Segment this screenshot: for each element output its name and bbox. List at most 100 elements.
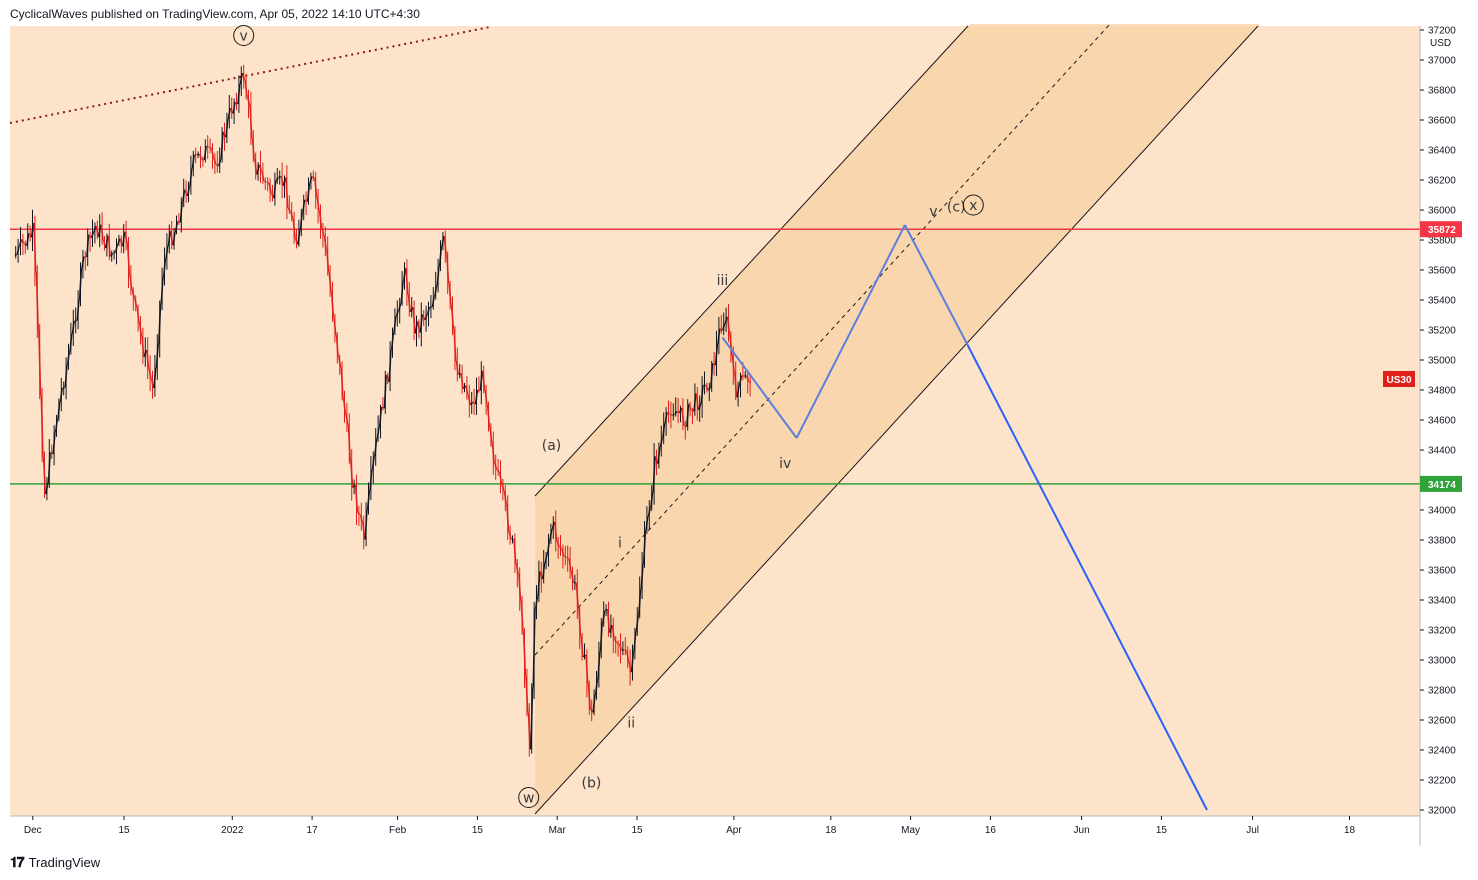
candle-body [518, 574, 522, 601]
candle-body [559, 546, 562, 550]
candle-body [342, 398, 347, 415]
candle-body [270, 192, 275, 199]
candle-body [686, 403, 690, 427]
y-tick-label: 37200 [1428, 26, 1456, 37]
candle-body [352, 484, 356, 489]
candle-body [722, 323, 726, 331]
candle-body [172, 231, 176, 246]
candle-body [198, 153, 203, 160]
candle-body [450, 305, 455, 330]
candle-body [592, 694, 596, 713]
symbol-badge-label: US30 [1386, 375, 1411, 386]
x-tick-label: 15 [472, 825, 484, 836]
price-channel[interactable] [534, 23, 1260, 815]
x-tick-label: 17 [307, 825, 319, 836]
channel-upper-line[interactable] [534, 25, 969, 497]
candle-body [736, 385, 740, 398]
candle-body [707, 387, 711, 391]
y-tick-label: 34400 [1428, 446, 1456, 457]
candle-body [626, 650, 630, 663]
y-tick-label: 32800 [1428, 686, 1456, 697]
projection-path[interactable] [721, 224, 1208, 811]
publisher-header: CyclicalWaves published on TradingView.c… [10, 7, 420, 21]
wave-label: v [929, 204, 937, 220]
x-tick-label: 15 [631, 825, 643, 836]
candle-body [35, 272, 39, 330]
channel-lower-line[interactable] [534, 25, 1259, 815]
channel-median-line[interactable] [534, 23, 1111, 656]
candle-body [239, 72, 243, 85]
candle-body [100, 224, 104, 241]
wave-label: (a) [542, 438, 562, 454]
candle-body [381, 406, 385, 409]
candle-body [496, 469, 500, 473]
projection-segment[interactable] [721, 336, 798, 439]
candle-body [117, 238, 121, 245]
x-tick-label: 15 [1156, 825, 1168, 836]
x-tick-label: Jul [1246, 825, 1259, 836]
resistance-price-badge [1420, 221, 1462, 238]
candle-body [57, 401, 61, 419]
candle-body [64, 364, 68, 388]
candle-body [134, 297, 138, 308]
candle-body [304, 199, 308, 203]
candle-body [203, 145, 207, 161]
candle-body [676, 410, 680, 414]
candle-body [446, 254, 450, 284]
candle-body [748, 381, 752, 384]
candle-body [503, 490, 507, 505]
candle-body [357, 512, 361, 515]
candle-body [23, 243, 27, 247]
candle-body [388, 349, 392, 382]
candle-body [256, 164, 260, 175]
candle-body [508, 531, 512, 540]
candle-body [393, 316, 397, 333]
candle-body [489, 426, 493, 444]
candle-body [287, 207, 291, 212]
y-tick-label: 35000 [1428, 356, 1456, 367]
candle-body [42, 457, 47, 495]
x-tick-label: Apr [726, 825, 742, 836]
projection-segment[interactable] [966, 344, 1208, 811]
candle-body [719, 328, 723, 332]
candle-body [662, 423, 666, 439]
projection-segment[interactable] [904, 224, 969, 346]
candle-body [729, 334, 733, 356]
candle-body [441, 235, 445, 247]
candle-body [614, 639, 618, 644]
candle-body [345, 414, 349, 425]
wave-label: (c) [947, 200, 966, 216]
wave-label: iii [717, 273, 729, 289]
candle-body [33, 222, 37, 273]
y-tick-label: 35800 [1428, 236, 1456, 247]
candle-body [726, 316, 731, 335]
candle-body [684, 424, 687, 428]
candle-body [158, 303, 162, 344]
candle-body [633, 631, 637, 652]
candle-body [539, 571, 543, 580]
candle-body [88, 234, 92, 239]
tradingview-footer[interactable]: 𝟏𝟕 TradingView [10, 854, 100, 871]
candle-body [182, 189, 186, 202]
candle-body [177, 220, 181, 224]
candle-body [114, 243, 119, 253]
candle-body [462, 385, 467, 390]
price-levels [10, 228, 1420, 485]
projection-segment[interactable] [795, 224, 906, 439]
candle-body [515, 563, 519, 575]
candle-body [254, 158, 258, 175]
candle-body [710, 363, 714, 388]
time-axis[interactable]: Dec 15 2022 17 Feb 15 Mar 15 Apr 18 May 16 Jun 15 Jul 1… [24, 816, 1356, 836]
candle-body [621, 648, 625, 652]
candle-body [667, 411, 670, 415]
candle-body [422, 314, 426, 321]
candle-body [113, 252, 116, 255]
candle-body [374, 438, 378, 457]
candle-body [21, 239, 25, 244]
candle-body [62, 386, 65, 389]
x-tick-label: 18 [825, 825, 837, 836]
price-axis[interactable]: 32000 32200 32400 32600 32800 33000 33200 33400… [1420, 26, 1456, 817]
candle-body [153, 367, 157, 389]
candle-body [534, 596, 539, 610]
